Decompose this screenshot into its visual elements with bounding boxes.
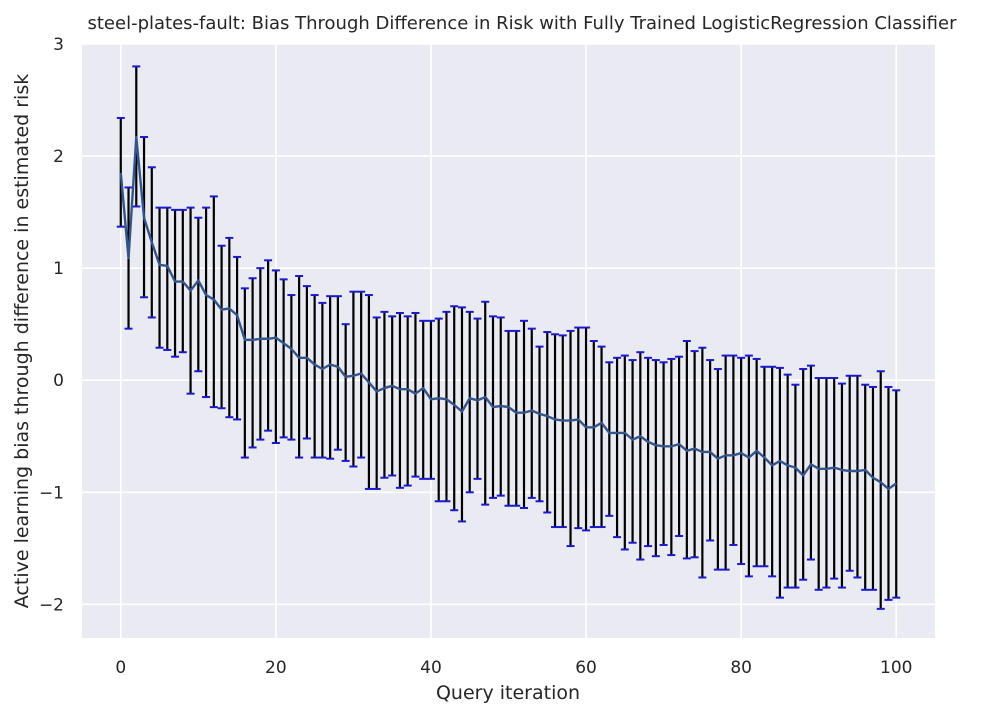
mean-line — [119, 135, 897, 491]
y-tick-label: −2 — [39, 595, 64, 615]
tick-labels: 0 20 40 60 80 100 −2 −1 0 1 2 3 — [39, 35, 913, 678]
x-tick-label: 100 — [880, 658, 912, 678]
y-tick-label: 2 — [53, 147, 64, 167]
x-tick-label: 60 — [575, 658, 597, 678]
chart-title: steel-plates-fault: Bias Through Differe… — [87, 13, 957, 34]
x-tick-label: 40 — [420, 658, 442, 678]
x-axis-label: Query iteration — [436, 682, 580, 704]
mean-line-group — [119, 135, 897, 491]
y-tick-label: 3 — [53, 35, 64, 55]
y-tick-label: −1 — [39, 483, 64, 503]
y-axis-label: Active learning bias through difference … — [11, 74, 33, 608]
x-tick-label: 80 — [730, 658, 752, 678]
x-tick-label: 0 — [115, 658, 126, 678]
y-tick-label: 0 — [53, 371, 64, 391]
error-bars — [116, 65, 901, 610]
x-tick-label: 20 — [265, 658, 287, 678]
y-tick-label: 1 — [53, 259, 64, 279]
